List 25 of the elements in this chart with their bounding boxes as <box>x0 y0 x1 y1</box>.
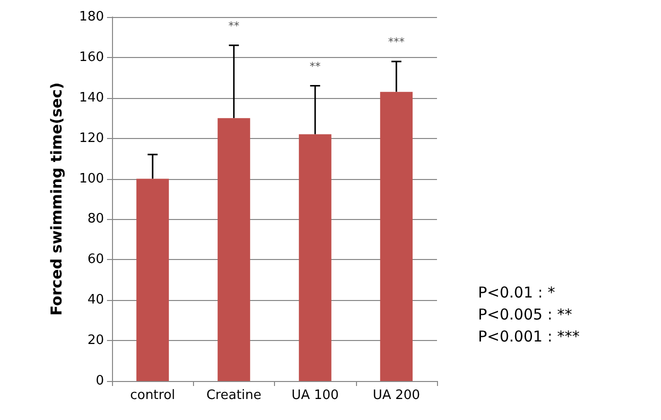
y-tick-label: 120 <box>79 130 104 146</box>
bar <box>298 134 332 381</box>
bar <box>136 178 169 381</box>
y-tick-label: 40 <box>87 292 104 308</box>
y-tick-label: 160 <box>79 50 104 65</box>
x-tick-label: UA 200 <box>372 388 420 403</box>
annotation: *** <box>388 35 406 48</box>
y-tick-label: 180 <box>79 10 104 24</box>
text: P<0.001 : *** <box>478 328 580 346</box>
bar <box>380 92 413 381</box>
y-tick-label: 80 <box>87 212 104 227</box>
text: P<0.005 : ** <box>478 306 573 324</box>
y-axis-title: Forced swimming time(sec) <box>48 82 66 316</box>
x-tick-label: Creatine <box>206 388 262 403</box>
x-tick-label: control <box>130 388 176 403</box>
y-tick-label: 140 <box>79 90 104 106</box>
y-tick-label: 0 <box>96 374 104 388</box>
y-tick-label: 100 <box>79 171 104 186</box>
x-tick-label: UA 100 <box>291 388 339 403</box>
bar <box>218 118 250 381</box>
y-tick-label: 20 <box>87 333 104 348</box>
text: P<0.01 : * <box>478 284 556 302</box>
annotation: ** <box>310 60 322 73</box>
y-tick-label: 60 <box>87 252 104 268</box>
annotation: ** <box>228 19 240 32</box>
